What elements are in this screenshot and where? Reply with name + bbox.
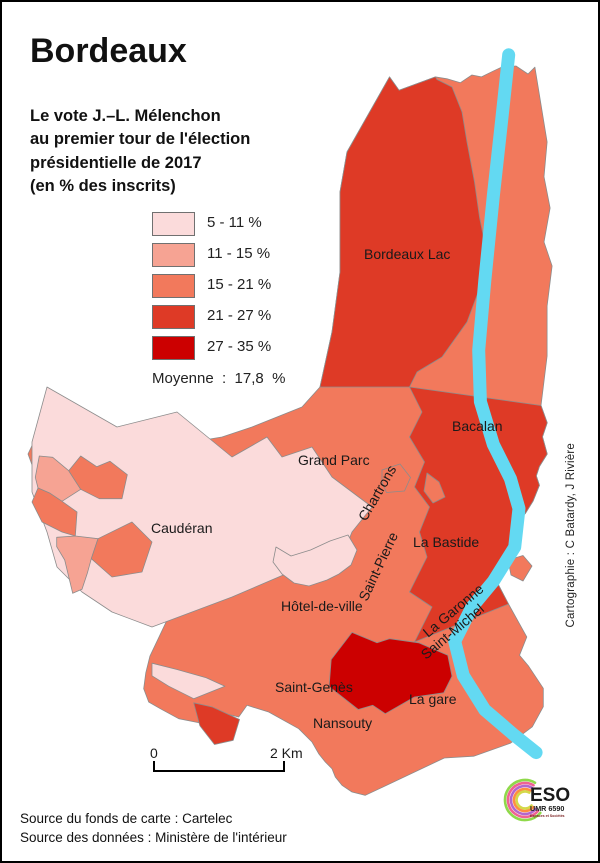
svg-text:0: 0	[150, 745, 158, 761]
svg-text:ESO: ESO	[530, 785, 570, 806]
svg-text:Saint-Genès: Saint-Genès	[275, 679, 353, 695]
svg-text:2 Km: 2 Km	[270, 745, 303, 761]
svg-text:Grand Parc: Grand Parc	[298, 452, 370, 468]
svg-text:Espaces et Sociétés: Espaces et Sociétés	[530, 814, 565, 818]
svg-text:Bacalan: Bacalan	[452, 418, 503, 434]
svg-text:Bordeaux Lac: Bordeaux Lac	[364, 246, 450, 262]
svg-text:Nansouty: Nansouty	[313, 715, 372, 731]
svg-text:UMR 6590: UMR 6590	[530, 804, 564, 813]
svg-text:Caudéran: Caudéran	[151, 520, 213, 536]
svg-text:La gare: La gare	[409, 691, 457, 707]
svg-text:La Bastide: La Bastide	[413, 534, 479, 550]
svg-text:Hôtel-de-ville: Hôtel-de-ville	[281, 598, 363, 614]
